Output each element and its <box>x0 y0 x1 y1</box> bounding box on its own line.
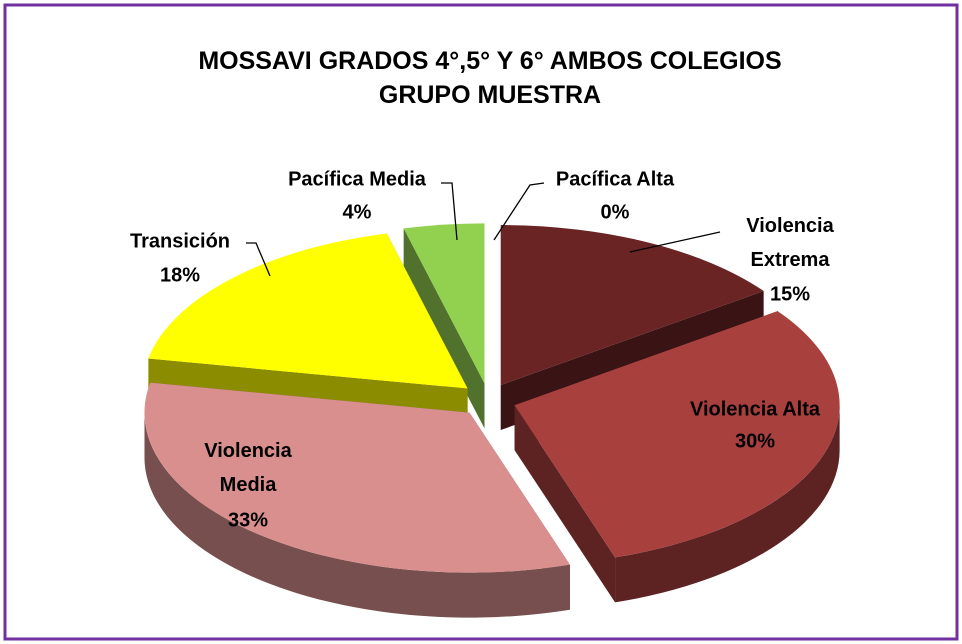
value-label: 4% <box>343 201 372 223</box>
slice <box>144 382 570 573</box>
labels: Violencia Extrema 15% Violencia Alta 30% Viol… <box>130 168 835 531</box>
slice <box>148 233 468 389</box>
category-label: Pacífica Media <box>288 168 427 190</box>
value-label: 15% <box>770 283 810 305</box>
value-label: 33% <box>228 509 268 531</box>
category-label: Violencia Media <box>204 440 292 496</box>
leader-line <box>493 182 545 241</box>
leader-line <box>629 231 721 253</box>
leader-line <box>441 182 458 241</box>
slice <box>500 225 764 386</box>
chart-title: MOSSAVI GRADOS 4°,5° Y 6° AMBOS COLEGIOS… <box>198 47 781 109</box>
category-label: Violencia Extrema <box>746 215 834 271</box>
value-label: 18% <box>160 264 200 286</box>
value-label: 30% <box>735 430 775 452</box>
slice-side <box>615 405 840 603</box>
category-label: Transición <box>130 230 230 252</box>
slice-side <box>403 228 485 429</box>
value-label: 0% <box>601 201 630 223</box>
category-label: Pacífica Alta <box>556 168 675 190</box>
category-label: Violencia Alta <box>690 398 821 420</box>
pie <box>144 223 840 618</box>
slice <box>403 223 485 384</box>
slice-side <box>144 412 570 618</box>
slice <box>514 311 840 558</box>
slice-side <box>514 405 616 603</box>
leader-line <box>246 242 271 277</box>
